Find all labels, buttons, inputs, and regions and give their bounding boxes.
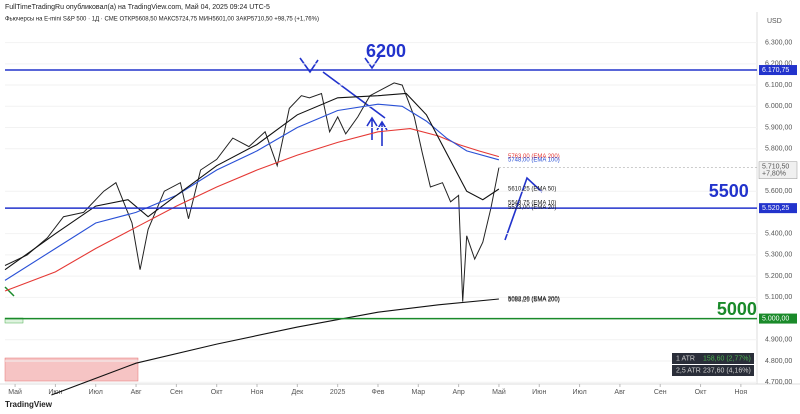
price-line bbox=[4, 82, 500, 302]
price-badge bbox=[759, 65, 797, 76]
atr-value: 158,60 (2,77%) bbox=[703, 355, 751, 362]
ema-label: 5543,75 (EMA 10) bbox=[508, 201, 556, 207]
price-badge bbox=[759, 203, 797, 214]
brand: TradingView bbox=[5, 400, 53, 409]
last-price-badge bbox=[758, 161, 798, 179]
y-tick-label: 6.300,00 bbox=[765, 39, 792, 46]
x-tick-label: Сен bbox=[654, 389, 667, 396]
price-badge bbox=[759, 313, 797, 324]
last-price: 5.710,50 bbox=[762, 164, 789, 171]
x-tick-label: Ноя bbox=[734, 389, 747, 396]
x-tick-label: Июл bbox=[89, 389, 103, 396]
annotation: 6200 bbox=[366, 41, 406, 61]
y-tick-label: 5.400,00 bbox=[765, 231, 792, 238]
x-tick-label: Июн bbox=[48, 389, 62, 396]
x-tick-label: Апр bbox=[452, 389, 464, 396]
atr-name: 1 ATR bbox=[676, 355, 695, 362]
x-tick-label: Окт bbox=[211, 389, 224, 396]
y-tick-label: 5.800,00 bbox=[765, 146, 792, 153]
price-line bbox=[4, 103, 500, 281]
y-tick-label: 6.000,00 bbox=[765, 103, 792, 110]
price-line bbox=[4, 92, 500, 271]
x-tick-label: Авг bbox=[131, 389, 142, 396]
symbol-info: Фьючерсы на E-mini S&P 500 · 1Д · CME ОТ… bbox=[5, 17, 319, 23]
y-tick-label: 5.900,00 bbox=[765, 124, 792, 131]
ema-label: 5610,25 (EMA 50) bbox=[508, 187, 556, 193]
y-tick-label: 5.100,00 bbox=[765, 294, 792, 301]
x-tick-label: Дек bbox=[291, 389, 304, 396]
y-tick-label: 5.200,00 bbox=[765, 273, 792, 280]
drawing bbox=[4, 286, 15, 297]
ema-label: 5092,00 (EMA 200) bbox=[508, 297, 560, 303]
price-line bbox=[51, 298, 499, 396]
atr-value: 237,60 (4,16%) bbox=[703, 367, 751, 374]
x-tick-label: Ноя bbox=[251, 389, 264, 396]
x-tick-label: Май bbox=[8, 388, 22, 396]
x-tick-label: Мар bbox=[411, 389, 425, 396]
y-tick-label: 4.700,00 bbox=[765, 379, 792, 386]
ema-label: 5088,25 (SMA 200) bbox=[508, 297, 560, 303]
ema-label: 5523,00 (EMA 20) bbox=[508, 205, 556, 211]
price-badge-label: 5.000,00 bbox=[762, 315, 789, 322]
price-badge-label: 6.170,75 bbox=[762, 67, 789, 74]
ema-label: 5763,00 (EMA 200) bbox=[508, 154, 560, 160]
y-tick-label: 4.800,00 bbox=[765, 358, 792, 365]
y-tick-label: 6.100,00 bbox=[765, 82, 792, 89]
y-tick-label: 5.600,00 bbox=[765, 188, 792, 195]
currency: USD bbox=[767, 18, 782, 25]
annotation: 5000 bbox=[717, 299, 757, 319]
y-tick-label: 6.200,00 bbox=[765, 61, 792, 68]
y-tick-label: 5.300,00 bbox=[765, 252, 792, 259]
x-tick-label: Май bbox=[492, 388, 506, 396]
annotation: 5500 bbox=[709, 181, 749, 201]
drawing bbox=[299, 55, 543, 241]
x-tick-label: Окт bbox=[695, 389, 708, 396]
ema-label: 5748,00 (EMA 100) bbox=[508, 157, 560, 163]
x-tick-label: Июл bbox=[572, 389, 586, 396]
atr-box bbox=[672, 365, 754, 376]
price-badge-label: 5.520,25 bbox=[762, 205, 789, 212]
atr-box bbox=[672, 353, 754, 364]
x-tick-label: Июн bbox=[532, 389, 546, 396]
x-tick-label: Фев bbox=[372, 389, 385, 396]
x-tick-label: Сен bbox=[170, 389, 183, 396]
y-tick-label: 4.900,00 bbox=[765, 337, 792, 344]
x-tick-label: Авг bbox=[614, 389, 625, 396]
author: FullTimeTradingRu опубликовал(а) на Trad… bbox=[5, 3, 270, 11]
x-tick-label: 2025 bbox=[330, 389, 346, 396]
atr-name: 2,5 ATR bbox=[676, 367, 701, 374]
last-change: +7,80% bbox=[762, 171, 786, 178]
